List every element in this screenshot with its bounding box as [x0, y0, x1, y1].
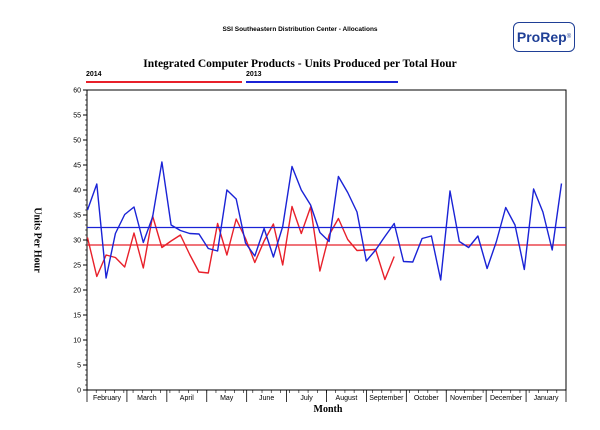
logo-registered-mark: ® — [566, 34, 572, 40]
legend-line-2014 — [86, 81, 242, 83]
month-label: August — [336, 395, 358, 402]
legend-line-2013 — [246, 81, 398, 83]
month-label: February — [93, 395, 122, 402]
month-label: June — [259, 395, 274, 402]
report-header: SSI Southeastern Distribution Center - A… — [222, 26, 378, 33]
y-tick-label: 0 — [77, 388, 81, 395]
month-label: November — [450, 395, 483, 402]
month-label: December — [490, 395, 523, 402]
y-tick-label: 50 — [73, 138, 81, 145]
y-tick-label: 10 — [73, 338, 81, 345]
y-tick-label: 45 — [73, 163, 81, 170]
month-label: May — [220, 395, 234, 402]
month-label: July — [300, 395, 313, 402]
logo-text: ProRep — [516, 29, 567, 45]
y-tick-label: 5 — [77, 363, 81, 370]
y-tick-label: 35 — [73, 213, 81, 220]
y-tick-label: 25 — [73, 263, 81, 270]
y-tick-label: 55 — [73, 113, 81, 120]
month-label: January — [534, 395, 559, 402]
x-axis-title: Month — [313, 404, 343, 415]
chart-title: Integrated Computer Products - Units Pro… — [143, 58, 457, 70]
month-label: September — [369, 395, 404, 402]
y-tick-label: 20 — [73, 288, 81, 295]
prorep-logo: ProRep ® — [513, 22, 575, 52]
y-tick-label: 30 — [73, 238, 81, 245]
plot-frame — [86, 89, 567, 391]
legend-label-2013: 2013 — [246, 71, 262, 78]
series-line-2013 — [86, 161, 563, 281]
y-tick-label: 60 — [73, 88, 81, 95]
legend-label-2014: 2014 — [86, 71, 102, 78]
month-label: October — [414, 395, 440, 402]
y-tick-label: 15 — [73, 313, 81, 320]
month-label: April — [180, 395, 194, 402]
y-tick-label: 40 — [73, 188, 81, 195]
month-label: March — [137, 395, 157, 402]
series-line-2014 — [86, 205, 395, 281]
